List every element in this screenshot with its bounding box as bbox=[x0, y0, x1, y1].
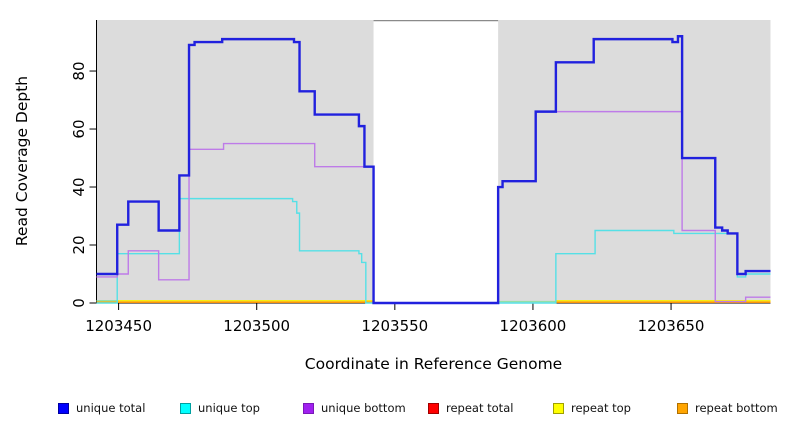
x-tick-label: 1203600 bbox=[500, 317, 567, 335]
legend-item-repeat-top: repeat top bbox=[553, 399, 631, 417]
series-unique-top-line bbox=[96, 197, 771, 304]
x-axis-title: Coordinate in Reference Genome bbox=[304, 355, 563, 373]
no-data-band bbox=[373, 20, 499, 303]
chart-legend: unique total unique top unique bottom repea… bbox=[0, 399, 792, 423]
y-tick-label: 40 bbox=[70, 177, 88, 196]
legend-item-unique-bottom: unique bottom bbox=[303, 399, 406, 417]
x-tick-label: 1203550 bbox=[361, 317, 428, 335]
y-tick-label: 80 bbox=[70, 61, 88, 80]
legend-item-repeat-total: repeat total bbox=[428, 399, 513, 417]
legend-label-repeat-total: repeat total bbox=[446, 401, 514, 415]
x-tick-label: 1203450 bbox=[85, 317, 152, 335]
legend-swatch-repeat-top bbox=[553, 402, 564, 414]
legend-label-unique-total: unique total bbox=[76, 401, 146, 415]
legend-swatch-unique-top bbox=[180, 402, 191, 414]
legend-swatch-repeat-total bbox=[428, 402, 439, 414]
y-tick-label: 0 bbox=[70, 298, 88, 308]
legend-item-unique-top: unique top bbox=[180, 399, 260, 417]
x-tick-label: 1203650 bbox=[638, 317, 705, 335]
legend-item-repeat-bottom: repeat bottom bbox=[677, 399, 778, 417]
legend-label-unique-top: unique top bbox=[198, 401, 260, 415]
series-unique-top-repeat-top-overlap-line bbox=[96, 299, 556, 303]
y-tick-label: 20 bbox=[70, 235, 88, 254]
legend-item-unique-total: unique total bbox=[58, 399, 145, 417]
y-axis-title: Read Coverage Depth bbox=[13, 75, 31, 247]
series-unique-total-line bbox=[96, 35, 771, 305]
legend-swatch-unique-total bbox=[58, 402, 69, 414]
legend-label-repeat-top: repeat top bbox=[571, 401, 631, 415]
coverage-chart: 0 20 40 60 80 1203450 1203500 1203550 1203600 120… bbox=[70, 20, 771, 335]
legend-label-repeat-bottom: repeat bottom bbox=[695, 401, 778, 415]
y-tick-label: 60 bbox=[70, 119, 88, 138]
legend-swatch-unique-bottom bbox=[303, 402, 314, 414]
legend-swatch-repeat-bottom bbox=[677, 402, 688, 414]
x-tick-label: 1203500 bbox=[223, 317, 290, 335]
legend-label-unique-bottom: unique bottom bbox=[321, 401, 406, 415]
